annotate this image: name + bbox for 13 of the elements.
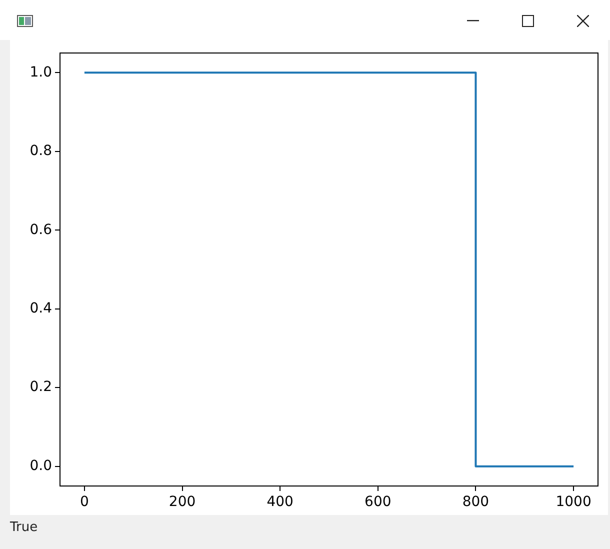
- y-tick-label: 0.6: [30, 222, 52, 238]
- x-tick-label: 800: [462, 494, 490, 510]
- x-tick-label: 1000: [556, 494, 592, 510]
- y-tick-label: 0.4: [30, 300, 52, 317]
- x-tick-label: 600: [364, 494, 392, 510]
- x-tick-label: 400: [266, 494, 294, 510]
- y-tick-label: 1.0: [30, 64, 52, 80]
- y-tick-label: 0.0: [30, 458, 52, 474]
- y-tick-label: 0.2: [30, 379, 52, 396]
- text: True: [10, 520, 38, 535]
- x-tick-label: 200: [168, 494, 196, 510]
- y-tick-label: 0.8: [30, 143, 52, 160]
- x-tick-label: 0: [80, 494, 89, 510]
